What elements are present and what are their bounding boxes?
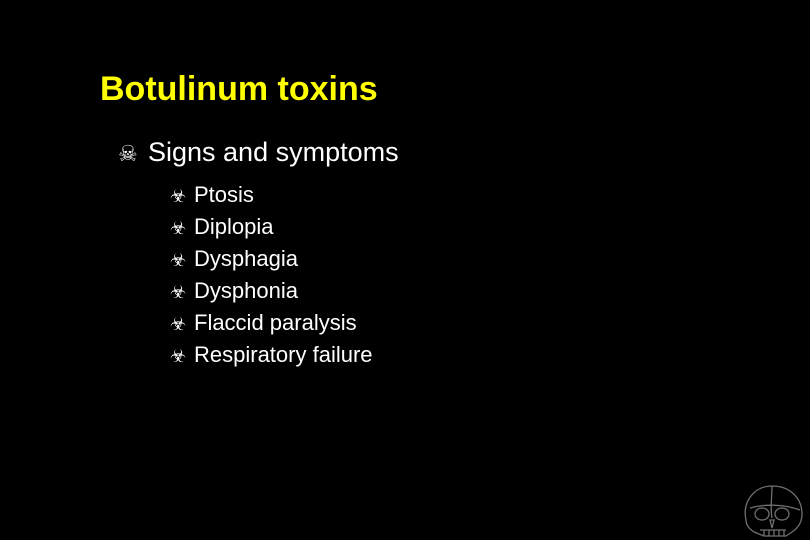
skull-crossbones-icon: ☠: [118, 141, 148, 167]
level2-item: ☣ Respiratory failure: [170, 342, 810, 368]
biohazard-icon: ☣: [170, 314, 194, 335]
level2-item: ☣ Diplopia: [170, 214, 810, 240]
biohazard-icon: ☣: [170, 346, 194, 367]
level2-text: Ptosis: [194, 182, 254, 208]
level2-item: ☣ Ptosis: [170, 182, 810, 208]
level2-item: ☣ Dysphonia: [170, 278, 810, 304]
level2-text: Dysphagia: [194, 246, 298, 272]
level2-item: ☣ Dysphagia: [170, 246, 810, 272]
level2-text: Flaccid paralysis: [194, 310, 357, 336]
slide: Botulinum toxins ☠ Signs and symptoms ☣ …: [0, 0, 810, 540]
level1-text: Signs and symptoms: [148, 137, 399, 168]
level1-item: ☠ Signs and symptoms: [118, 137, 810, 168]
level2-text: Dysphonia: [194, 278, 298, 304]
biohazard-icon: ☣: [170, 186, 194, 207]
skull-icon: [736, 480, 806, 538]
biohazard-icon: ☣: [170, 218, 194, 239]
level2-text: Respiratory failure: [194, 342, 373, 368]
level2-text: Diplopia: [194, 214, 274, 240]
slide-title: Botulinum toxins: [100, 70, 810, 109]
biohazard-icon: ☣: [170, 282, 194, 303]
level2-item: ☣ Flaccid paralysis: [170, 310, 810, 336]
biohazard-icon: ☣: [170, 250, 194, 271]
